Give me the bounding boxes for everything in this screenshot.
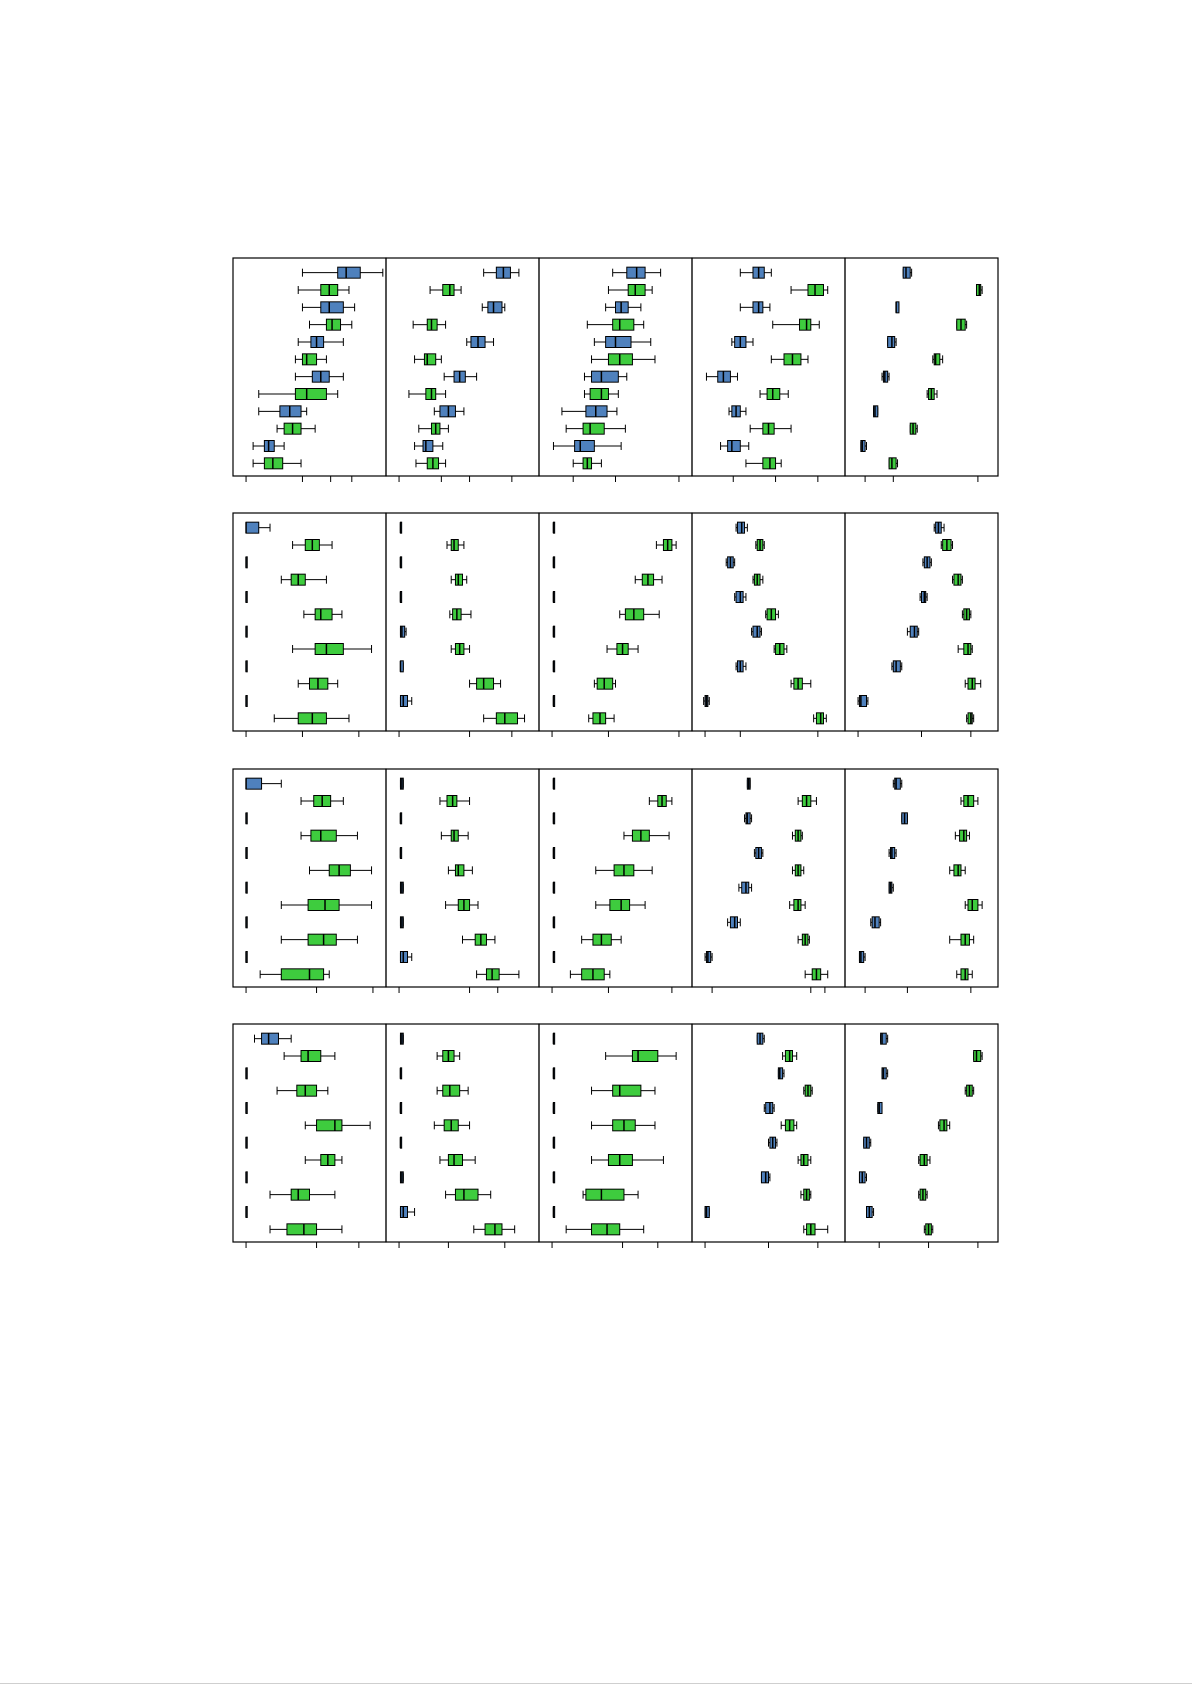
box-body <box>310 829 337 842</box>
panel-frame <box>385 1023 540 1243</box>
box-body <box>280 968 325 981</box>
panel-frame <box>385 768 540 988</box>
box-body <box>933 353 941 366</box>
box-body <box>422 440 434 452</box>
box-body <box>442 1084 461 1097</box>
box-body <box>582 422 605 435</box>
box-body <box>605 336 632 348</box>
box-body <box>314 608 333 621</box>
box-body <box>290 1188 311 1201</box>
box-body <box>484 1223 503 1236</box>
panel-frame <box>691 512 846 732</box>
box-body <box>307 899 340 911</box>
box-body <box>880 1032 887 1045</box>
box-body <box>423 353 437 366</box>
box-body <box>337 266 361 279</box>
box-body <box>245 521 260 534</box>
panel-frame <box>232 257 387 477</box>
box-body <box>316 1119 343 1132</box>
box-body <box>454 864 465 877</box>
box-body <box>314 643 344 655</box>
panel-frame <box>538 1023 693 1243</box>
box-body <box>631 1050 659 1062</box>
box-body <box>858 695 868 707</box>
box-body <box>487 301 503 314</box>
box-body <box>454 1188 479 1201</box>
panel-frame <box>691 1023 846 1243</box>
box-body <box>627 284 646 296</box>
panel-frame <box>538 257 693 477</box>
box-body <box>296 1084 318 1097</box>
panel-frame <box>844 768 999 988</box>
box-body <box>591 370 619 383</box>
box-body <box>245 777 263 790</box>
box-body <box>589 388 609 400</box>
box-body <box>320 301 344 314</box>
panel-frame <box>844 257 999 477</box>
box-body <box>325 318 342 331</box>
box-body <box>609 899 631 911</box>
box-body <box>301 353 318 366</box>
box-body <box>294 388 327 400</box>
box-body <box>442 284 455 296</box>
panel-frame <box>385 257 540 477</box>
panel-frame <box>232 768 387 988</box>
box-body <box>300 1050 322 1062</box>
panel-frame <box>691 768 846 988</box>
box-body <box>612 1084 642 1097</box>
box-body <box>261 1032 279 1045</box>
box-body <box>612 318 635 331</box>
box-body <box>799 318 812 331</box>
page-edge-line <box>0 1683 1192 1684</box>
box-body <box>574 440 595 452</box>
box-body <box>476 677 495 690</box>
panel-frame <box>844 1023 999 1243</box>
box-body <box>727 440 741 452</box>
box-body <box>495 712 518 725</box>
box-body <box>447 1154 463 1166</box>
panel-frame <box>538 768 693 988</box>
box-body <box>307 933 337 946</box>
box-body <box>585 1188 625 1201</box>
box-body <box>591 1223 621 1236</box>
box-body <box>286 1223 318 1236</box>
panel-frame <box>385 512 540 732</box>
box-body <box>894 777 901 790</box>
